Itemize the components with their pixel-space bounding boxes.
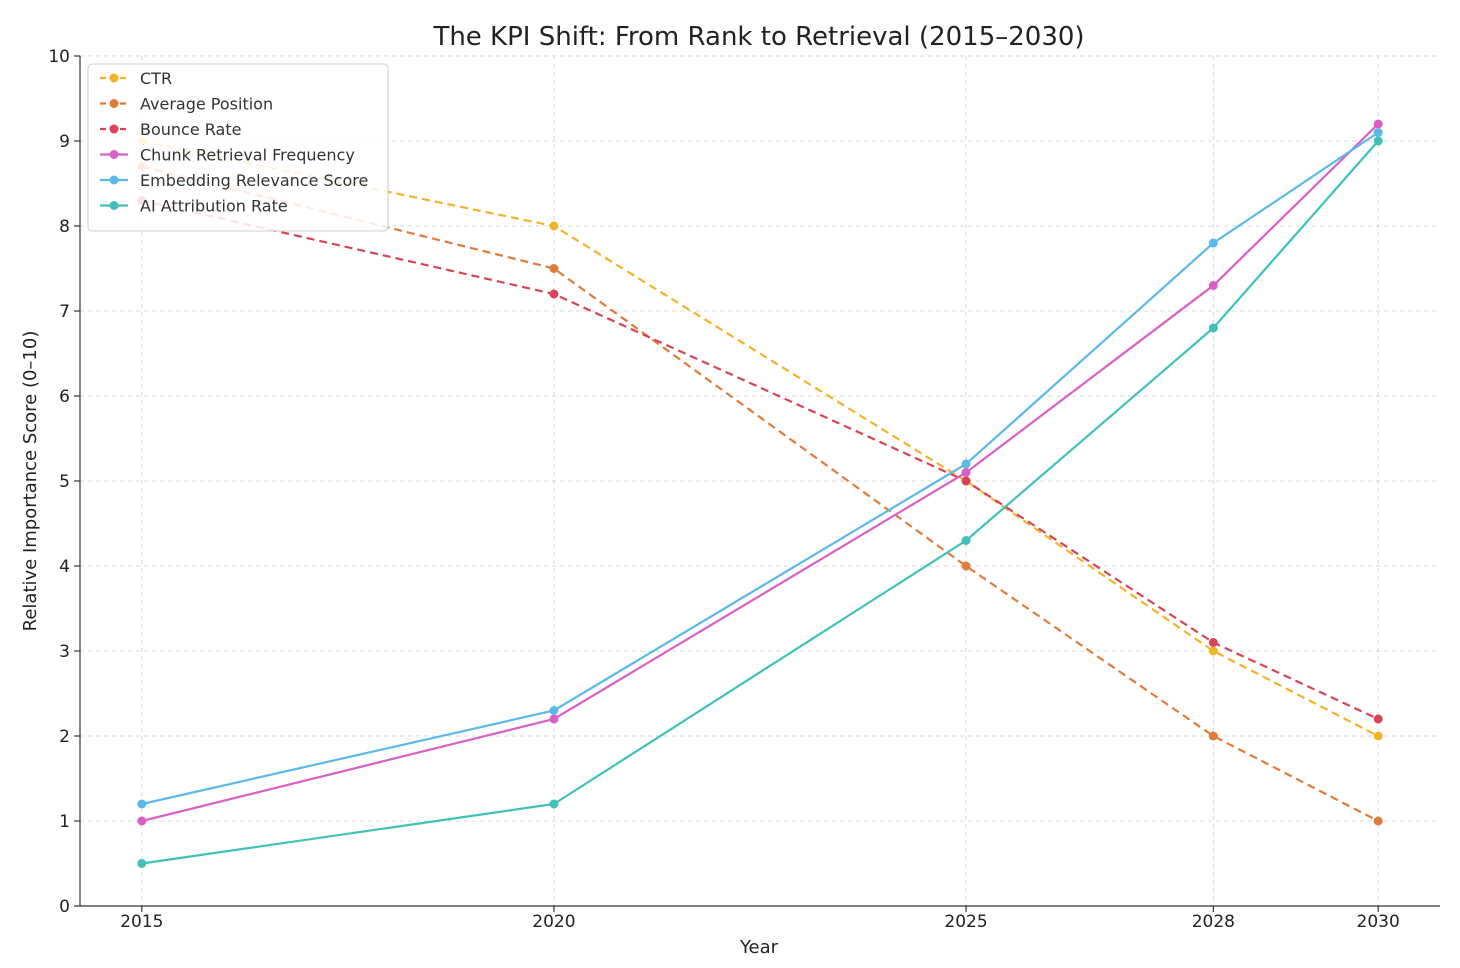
y-axis-label: Relative Importance Score (0–10) [20,331,41,632]
data-point [1208,238,1218,248]
data-point [1373,731,1383,741]
series-group [137,119,1383,868]
series-bounce-rate [137,196,1383,724]
y-tick-label: 9 [59,132,70,152]
data-point [1208,731,1218,741]
legend-swatch-marker [109,150,119,159]
series-average-position [137,162,1383,826]
legend-swatch-marker [109,73,119,83]
data-point [1373,816,1383,826]
data-point [549,264,559,273]
y-tick-label: 2 [59,727,70,747]
legend-box [87,63,389,232]
legend-label: AI Attribution Rate [140,197,288,216]
y-tick-label: 0 [59,897,70,917]
legend: CTR Average Position Bounce Rate Chunk Retr… [87,63,389,232]
series-embedding-relevance-score [137,128,1383,809]
y-tick-label: 3 [59,642,70,662]
data-point [549,706,559,715]
data-point [137,799,147,809]
x-tick-label: 2030 [1357,912,1400,932]
data-point [961,536,971,545]
data-point [137,859,147,868]
data-point [961,468,971,477]
series-line [141,165,1379,822]
legend-swatch-marker [109,175,119,185]
data-point [1208,646,1218,656]
legend-label: Embedding Relevance Score [140,171,368,190]
data-point [961,459,971,469]
y-tick-label: 5 [59,472,70,492]
data-point [1208,323,1218,333]
data-point [137,816,147,826]
y-tick-label: 10 [48,47,70,67]
x-tick-label: 2020 [532,912,575,932]
legend-label: Average Position [140,95,273,114]
series-ai-attribution-rate [137,136,1383,868]
axes: 0 1 2 3 4 5 6 7 8 9 10 2015 2020 2025 2028 2030 [48,47,1440,932]
data-point [961,561,971,571]
series-chunk-retrieval-frequency [137,119,1383,826]
x-tick-label: 2025 [944,912,987,932]
data-point [549,221,559,231]
legend-label: Chunk Retrieval Frequency [140,146,355,165]
data-point [549,714,559,724]
legend-swatch-marker [109,99,119,108]
x-axis-label: Year [739,937,779,958]
data-point [549,799,559,809]
data-point [1208,638,1218,647]
data-point [1373,136,1383,146]
y-tick-label: 7 [59,302,70,322]
data-point [1373,128,1383,137]
series-line [141,131,1379,806]
y-tick-label: 6 [59,387,70,407]
y-tick-label: 1 [59,812,70,832]
x-tick-label: 2015 [120,912,163,932]
series-line [141,139,1379,737]
y-tick-label: 4 [59,557,70,577]
data-point [1373,714,1383,724]
chart-title: The KPI Shift: From Rank to Retrieval (2… [432,22,1084,52]
x-tick-label: 2028 [1192,912,1235,932]
data-point [1208,281,1218,290]
legend-label: CTR [140,69,172,88]
data-point [549,289,559,299]
data-point [961,476,971,486]
legend-label: Bounce Rate [140,120,241,139]
legend-swatch-marker [109,124,119,134]
data-point [1373,119,1383,129]
series-line [141,140,1380,865]
y-tick-label: 8 [59,217,70,237]
legend-swatch-marker [109,201,119,210]
series-line [141,199,1379,720]
